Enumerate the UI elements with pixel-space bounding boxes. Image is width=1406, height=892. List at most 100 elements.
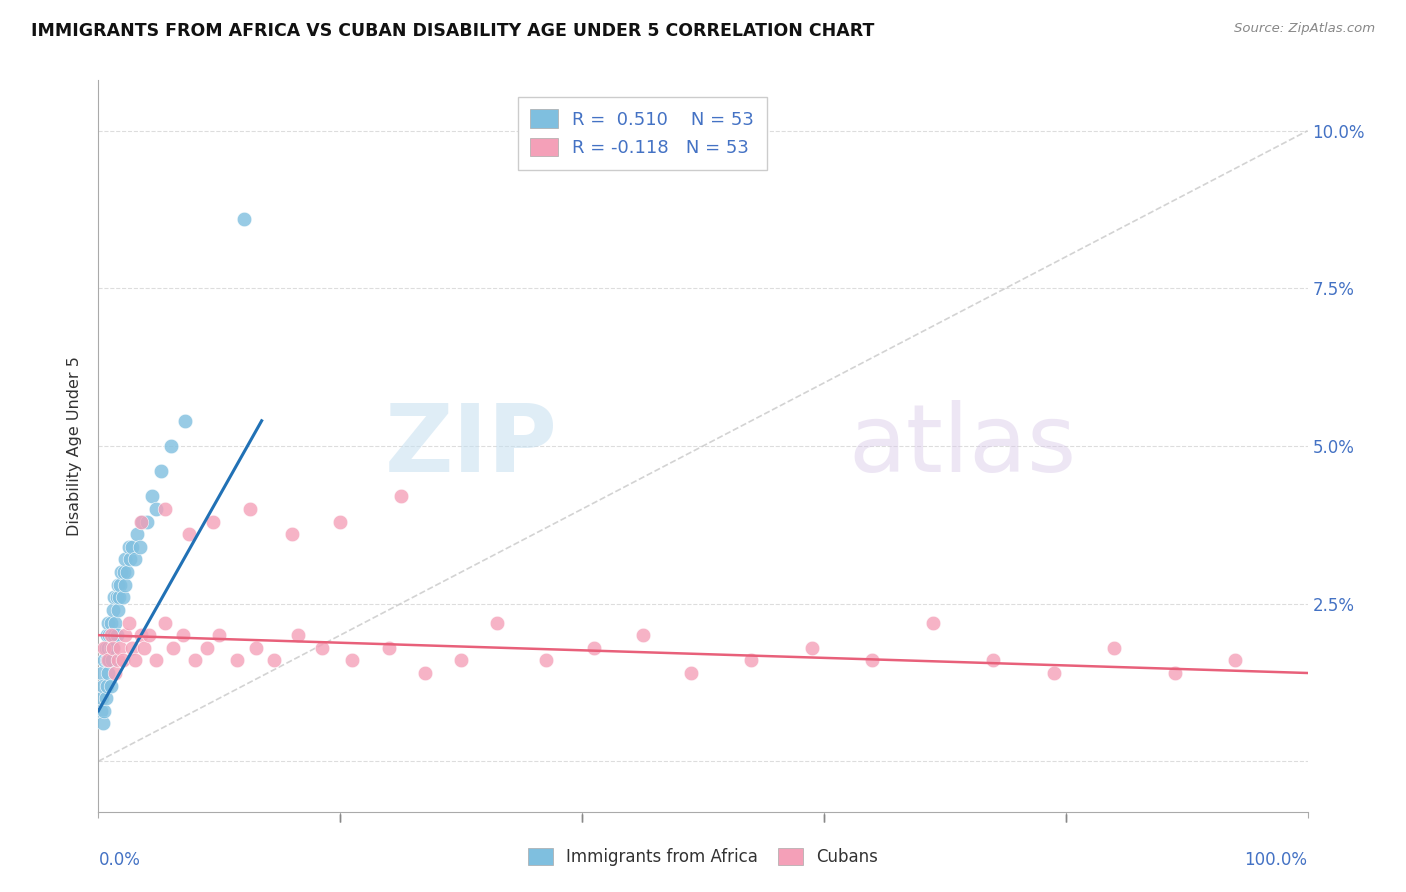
Point <box>226 653 249 667</box>
Text: ZIP: ZIP <box>385 400 558 492</box>
Point <box>160 439 183 453</box>
Point <box>97 615 120 630</box>
Point <box>105 628 128 642</box>
Point <box>174 414 197 428</box>
Point <box>1163 665 1185 680</box>
Point <box>134 640 156 655</box>
Point <box>342 653 364 667</box>
Text: Source: ZipAtlas.com: Source: ZipAtlas.com <box>1234 22 1375 36</box>
Point <box>117 565 139 579</box>
Point <box>679 665 702 680</box>
Legend: R =  0.510    N = 53, R = -0.118   N = 53: R = 0.510 N = 53, R = -0.118 N = 53 <box>517 96 766 169</box>
Point <box>114 552 136 566</box>
Point <box>96 628 118 642</box>
Point <box>101 640 124 655</box>
Point <box>118 615 141 630</box>
Point <box>450 653 472 667</box>
Point <box>145 653 167 667</box>
Point <box>96 653 118 667</box>
Legend: Immigrants from Africa, Cubans: Immigrants from Africa, Cubans <box>522 841 884 873</box>
Point <box>103 591 125 605</box>
Point <box>108 591 131 605</box>
Point <box>107 603 129 617</box>
Point <box>100 679 122 693</box>
Point <box>153 502 176 516</box>
Point <box>184 653 207 667</box>
Point <box>94 691 117 706</box>
Point <box>150 464 173 478</box>
Point <box>162 640 184 655</box>
Point <box>145 502 167 516</box>
Point <box>1102 640 1125 655</box>
Point <box>583 640 606 655</box>
Point <box>534 653 557 667</box>
Point <box>121 540 143 554</box>
Point <box>141 490 163 504</box>
Point <box>118 552 141 566</box>
Point <box>245 640 267 655</box>
Point <box>1042 665 1064 680</box>
Point <box>921 615 943 630</box>
Point <box>112 565 135 579</box>
Point <box>100 640 122 655</box>
Point <box>91 691 114 706</box>
Text: atlas: atlas <box>848 400 1077 492</box>
Point <box>287 628 309 642</box>
Point <box>107 653 129 667</box>
Point <box>281 527 304 541</box>
Point <box>860 653 883 667</box>
Point <box>114 628 136 642</box>
Point <box>153 615 176 630</box>
Text: IMMIGRANTS FROM AFRICA VS CUBAN DISABILITY AGE UNDER 5 CORRELATION CHART: IMMIGRANTS FROM AFRICA VS CUBAN DISABILI… <box>31 22 875 40</box>
Y-axis label: Disability Age Under 5: Disability Age Under 5 <box>67 356 83 536</box>
Text: 0.0%: 0.0% <box>98 851 141 869</box>
Point <box>93 704 115 718</box>
Point <box>100 653 122 667</box>
Point <box>179 527 201 541</box>
Point <box>108 640 131 655</box>
Point <box>101 640 124 655</box>
Point <box>101 603 124 617</box>
Point <box>202 515 225 529</box>
Point <box>111 653 134 667</box>
Point <box>129 628 152 642</box>
Point <box>110 565 132 579</box>
Point <box>96 679 118 693</box>
Point <box>100 628 122 642</box>
Point <box>389 490 412 504</box>
Point <box>631 628 654 642</box>
Point <box>329 515 352 529</box>
Point <box>124 552 146 566</box>
Point <box>1223 653 1246 667</box>
Point <box>91 716 114 731</box>
Point <box>981 653 1004 667</box>
Point <box>104 615 127 630</box>
Point <box>111 591 134 605</box>
Point <box>93 640 115 655</box>
Point <box>94 640 117 655</box>
Point <box>135 515 157 529</box>
Point <box>128 540 150 554</box>
Point <box>104 665 127 680</box>
Point <box>91 665 114 680</box>
Point <box>172 628 194 642</box>
Point <box>98 653 121 667</box>
Point <box>129 515 152 529</box>
Point <box>105 591 128 605</box>
Point <box>100 615 122 630</box>
Point <box>114 578 136 592</box>
Point <box>377 640 399 655</box>
Point <box>103 628 125 642</box>
Point <box>100 628 122 642</box>
Point <box>138 628 160 642</box>
Point <box>239 502 262 516</box>
Point <box>121 640 143 655</box>
Point <box>91 679 114 693</box>
Point <box>90 704 112 718</box>
Point <box>97 665 120 680</box>
Point <box>208 628 231 642</box>
Point <box>127 527 149 541</box>
Point <box>740 653 762 667</box>
Point <box>98 628 121 642</box>
Point <box>263 653 285 667</box>
